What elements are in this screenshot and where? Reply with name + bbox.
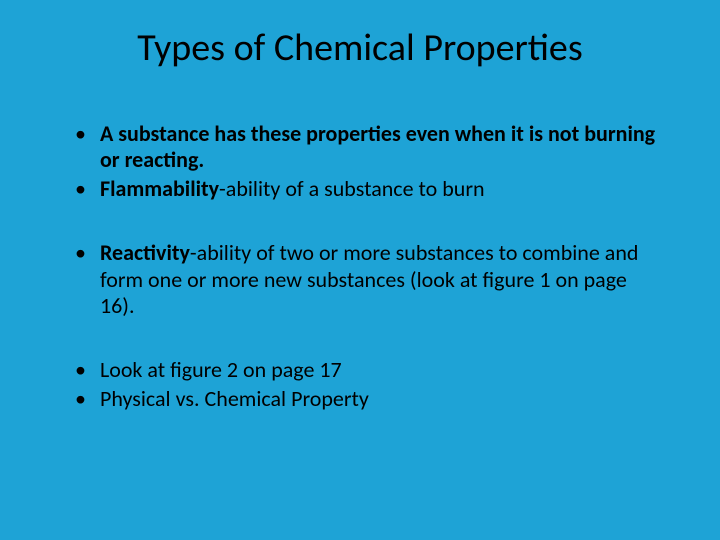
bullet-text: A substance has these properties even wh… <box>100 121 660 174</box>
bullet-item: • Reactivity-ability of two or more subs… <box>75 240 660 319</box>
bullet-bold-text: Flammability <box>100 175 219 202</box>
bullet-rest-text: Look at figure 2 on page 17 <box>100 356 342 383</box>
bullet-group-2: • Reactivity-ability of two or more subs… <box>75 240 660 319</box>
bullet-rest-text: -ability of a substance to burn <box>219 175 485 202</box>
bullet-marker-icon: • <box>75 176 86 202</box>
bullet-item: • Look at figure 2 on page 17 <box>75 357 660 383</box>
bullet-group-1: • A substance has these properties even … <box>75 121 660 202</box>
bullet-marker-icon: • <box>75 357 86 383</box>
bullet-marker-icon: • <box>75 386 86 412</box>
bullet-text: Look at figure 2 on page 17 <box>100 357 342 383</box>
bullet-group-3: • Look at figure 2 on page 17 • Physical… <box>75 357 660 412</box>
bullet-bold-text: A substance has these properties even wh… <box>100 120 655 173</box>
slide-container: Types of Chemical Properties • A substan… <box>0 0 720 540</box>
bullet-marker-icon: • <box>75 121 86 147</box>
bullet-text: Flammability-ability of a substance to b… <box>100 176 485 202</box>
slide-content: • A substance has these properties even … <box>60 121 660 412</box>
bullet-item: • Physical vs. Chemical Property <box>75 386 660 412</box>
bullet-text: Physical vs. Chemical Property <box>100 386 369 412</box>
slide-title: Types of Chemical Properties <box>60 25 660 71</box>
bullet-rest-text: Physical vs. Chemical Property <box>100 385 369 412</box>
bullet-bold-text: Reactivity <box>100 239 190 266</box>
bullet-marker-icon: • <box>75 240 86 266</box>
bullet-item: • A substance has these properties even … <box>75 121 660 174</box>
bullet-text: Reactivity-ability of two or more substa… <box>100 240 660 319</box>
bullet-item: • Flammability-ability of a substance to… <box>75 176 660 202</box>
